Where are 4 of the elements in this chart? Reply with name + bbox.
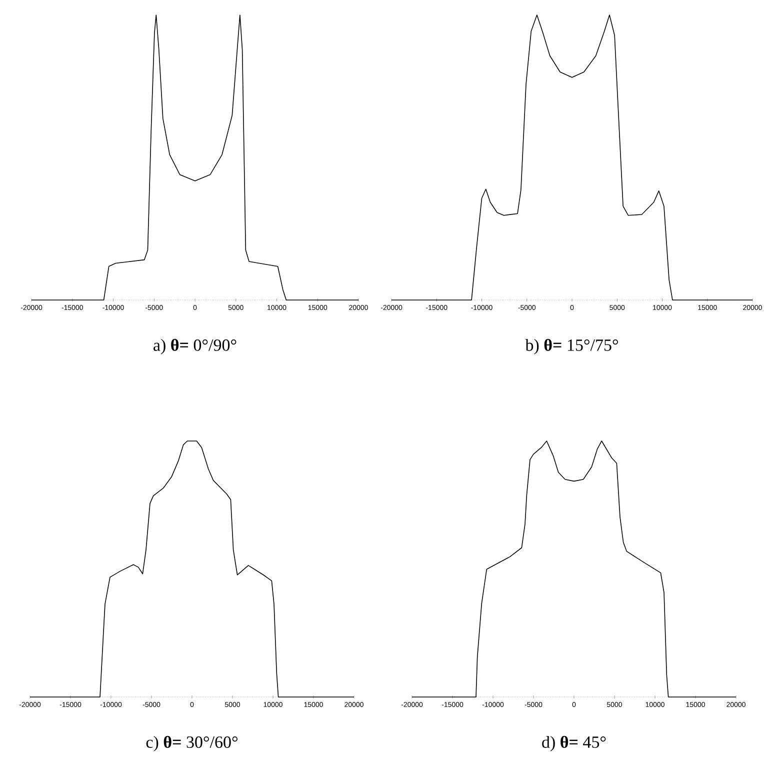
x-axis-title: c) θ= 30°/60° bbox=[146, 736, 238, 752]
x-axis-title: a) θ= 0°/90° bbox=[154, 338, 236, 354]
x-axis-title: b) θ= 15°/75° bbox=[525, 338, 618, 354]
x-axis-title: d) θ= 45° bbox=[542, 736, 606, 752]
